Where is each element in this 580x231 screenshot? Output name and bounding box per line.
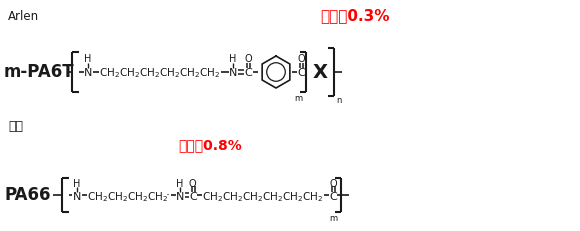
Text: PA66: PA66 — [4, 186, 50, 204]
Text: CH$_2$CH$_2$CH$_2$CH$_2$CH$_2$CH$_2$: CH$_2$CH$_2$CH$_2$CH$_2$CH$_2$CH$_2$ — [99, 66, 220, 80]
Text: C: C — [189, 192, 197, 202]
Text: 吸水率0.8%: 吸水率0.8% — [178, 138, 242, 152]
Text: O: O — [188, 179, 196, 189]
Text: C: C — [244, 68, 252, 78]
Text: X: X — [313, 64, 328, 82]
Text: N: N — [84, 68, 92, 78]
Text: C: C — [297, 68, 305, 78]
Text: 比較: 比較 — [8, 120, 23, 133]
Text: ·: · — [166, 189, 170, 203]
Text: O: O — [329, 179, 337, 189]
Text: CH$_2$CH$_2$CH$_2$CH$_2$: CH$_2$CH$_2$CH$_2$CH$_2$ — [87, 190, 168, 204]
Text: C: C — [329, 192, 337, 202]
Text: O: O — [244, 54, 252, 64]
Text: N: N — [176, 192, 184, 202]
Text: H: H — [229, 54, 237, 64]
Text: O: O — [297, 54, 305, 64]
Text: 吸水率0.3%: 吸水率0.3% — [320, 8, 390, 23]
Text: N: N — [73, 192, 81, 202]
Text: m: m — [329, 214, 337, 223]
Text: Arlen: Arlen — [8, 10, 39, 23]
Text: m-PA6T: m-PA6T — [4, 63, 75, 81]
Text: m: m — [294, 94, 302, 103]
Text: N: N — [229, 68, 237, 78]
Text: H: H — [84, 54, 92, 64]
Text: H: H — [176, 179, 184, 189]
Text: CH$_2$CH$_2$CH$_2$CH$_2$CH$_2$CH$_2$: CH$_2$CH$_2$CH$_2$CH$_2$CH$_2$CH$_2$ — [202, 190, 324, 204]
Text: n: n — [336, 96, 342, 105]
Text: H: H — [73, 179, 81, 189]
